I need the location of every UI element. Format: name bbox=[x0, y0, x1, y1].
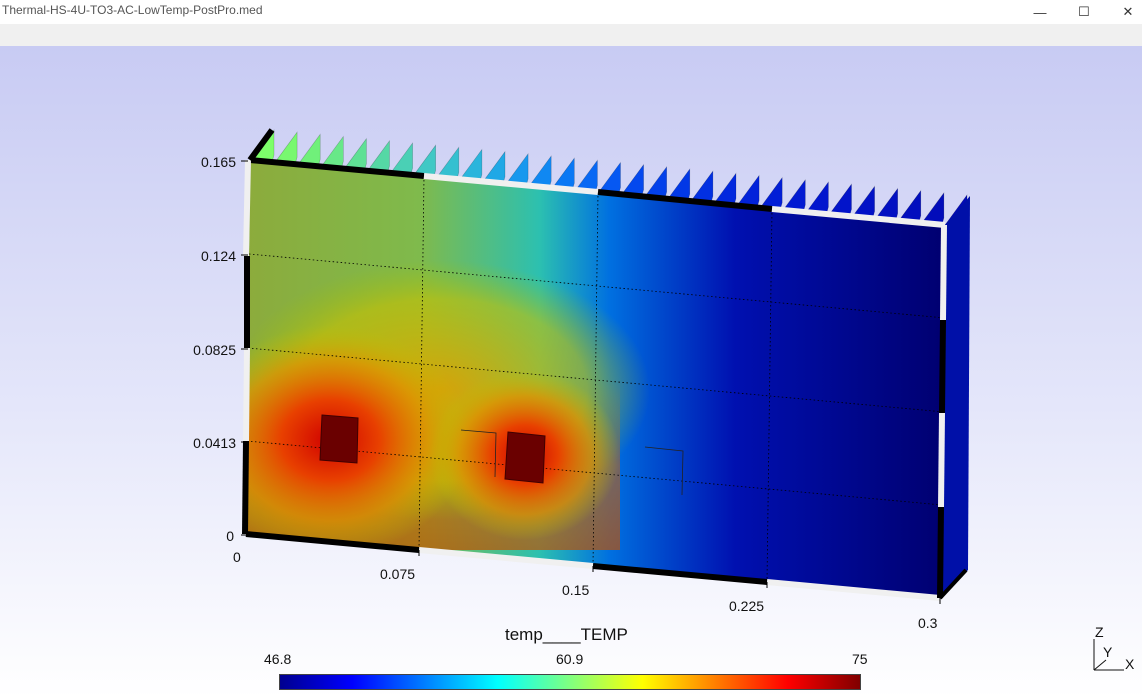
y-tick-label: 0 bbox=[226, 528, 234, 544]
fin bbox=[274, 131, 298, 165]
fin bbox=[875, 187, 899, 221]
colorbar bbox=[279, 674, 861, 690]
fin bbox=[320, 135, 344, 169]
menu-bar bbox=[0, 24, 1142, 47]
render-viewport[interactable]: 0.165 0.124 0.0825 0.0413 0 0 0.075 0.15… bbox=[0, 46, 1142, 698]
axis-z-label: Z bbox=[1095, 624, 1104, 640]
y-tick-label: 0.0413 bbox=[193, 435, 236, 451]
fin bbox=[805, 181, 829, 215]
frame-edges bbox=[242, 128, 968, 601]
x-tick-label: 0.3 bbox=[918, 615, 938, 631]
y-tick-label: 0.124 bbox=[200, 248, 236, 264]
fin bbox=[297, 133, 321, 167]
fin bbox=[759, 176, 783, 210]
side-face bbox=[940, 196, 970, 598]
window-title: Thermal-HS-4U-TO3-AC-LowTemp-PostPro.med bbox=[2, 3, 263, 17]
component-outline-4 bbox=[644, 446, 684, 496]
fin bbox=[390, 142, 413, 176]
axis-x-label: X bbox=[1125, 656, 1135, 672]
axis-y-label: Y bbox=[1103, 644, 1113, 660]
colorbar-max-label: 75 bbox=[852, 651, 868, 667]
x-tick-label: 0.075 bbox=[380, 566, 416, 582]
component-pad-2 bbox=[504, 431, 546, 484]
fin bbox=[713, 172, 737, 206]
fin bbox=[343, 137, 367, 171]
x-tick-label: 0 bbox=[233, 549, 241, 565]
fin bbox=[898, 189, 922, 223]
close-icon[interactable]: ✕ bbox=[1122, 4, 1134, 19]
colorbar-title: temp____TEMP bbox=[505, 625, 628, 644]
fin bbox=[736, 174, 760, 208]
y-tick-label: 0.0825 bbox=[193, 342, 236, 358]
axis-ticks bbox=[241, 160, 941, 604]
heatsink-3d-model[interactable] bbox=[0, 46, 1142, 698]
component-outline-3 bbox=[460, 429, 497, 478]
front-face bbox=[246, 160, 945, 598]
minimize-icon[interactable]: — bbox=[1033, 4, 1047, 20]
fin bbox=[921, 191, 945, 226]
x-tick-label: 0.15 bbox=[562, 582, 590, 598]
x-tick-label: 0.225 bbox=[729, 598, 765, 614]
orientation-axes-icon: Z Y X bbox=[1088, 624, 1138, 676]
colorbar-min-label: 46.8 bbox=[264, 651, 292, 667]
maximize-icon[interactable]: ☐ bbox=[1078, 4, 1090, 19]
fin bbox=[690, 170, 714, 204]
title-bar: Thermal-HS-4U-TO3-AC-LowTemp-PostPro.med… bbox=[0, 0, 1142, 24]
fin bbox=[782, 178, 806, 213]
colorbar-mid-label: 60.9 bbox=[556, 651, 584, 667]
y-tick-label: 0.165 bbox=[200, 154, 236, 170]
fin bbox=[828, 183, 852, 217]
fin bbox=[366, 139, 390, 174]
heatsink-fins bbox=[251, 129, 968, 228]
component-pad-1 bbox=[319, 414, 359, 464]
fin bbox=[852, 185, 875, 219]
